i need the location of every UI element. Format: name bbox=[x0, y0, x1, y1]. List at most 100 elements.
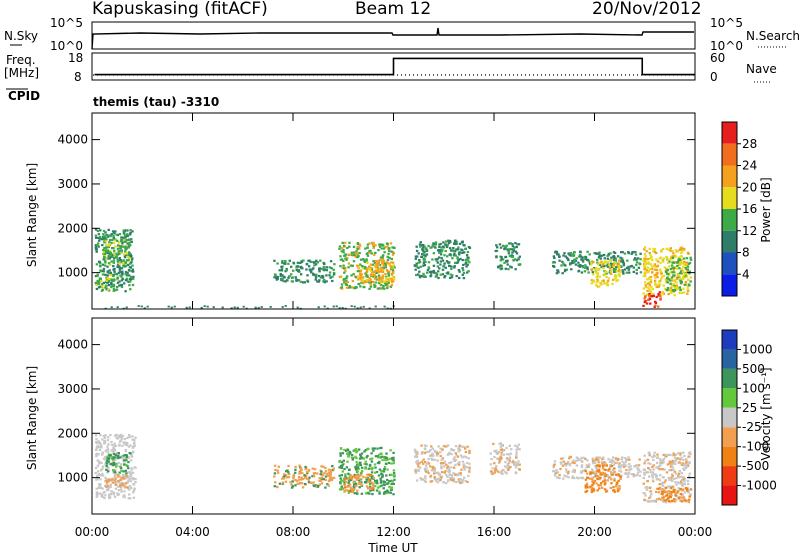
power-cell bbox=[685, 257, 689, 260]
power-cell bbox=[656, 264, 660, 267]
power-cell bbox=[338, 247, 341, 250]
velocity-cell bbox=[680, 456, 683, 459]
power-cell bbox=[356, 270, 360, 273]
power-ground-cell bbox=[383, 305, 386, 308]
cpid-text: themis (tau) -3310 bbox=[93, 95, 219, 109]
power-cell bbox=[373, 285, 376, 288]
velocity-cell bbox=[449, 466, 452, 469]
power-cell bbox=[643, 253, 646, 256]
velocity-cell bbox=[660, 492, 663, 495]
velocity-cell bbox=[661, 459, 664, 462]
velocity-cell bbox=[444, 470, 447, 473]
velocity-cell bbox=[685, 458, 688, 461]
velocity-cell bbox=[439, 478, 442, 481]
velocity-cell bbox=[298, 482, 302, 485]
power-cell bbox=[504, 245, 508, 248]
velocity-cell bbox=[679, 452, 682, 455]
nsky-panel: N.Sky 10^5 10^0 10^5 10^0 N.Search bbox=[4, 16, 800, 53]
velocity-cell bbox=[284, 480, 288, 483]
power-cell bbox=[558, 259, 561, 262]
power-cell bbox=[679, 270, 683, 273]
power-cell bbox=[670, 276, 674, 279]
velocity-cell bbox=[429, 480, 432, 483]
power-cell bbox=[114, 289, 117, 292]
velocity-cell bbox=[108, 457, 111, 460]
power-cell bbox=[443, 262, 446, 265]
velocity-cell bbox=[322, 465, 325, 468]
velocity-cell bbox=[287, 471, 290, 474]
power-cell bbox=[651, 271, 654, 274]
nsearch-tick-bottom: 10^0 bbox=[710, 39, 743, 53]
velocity-cell bbox=[435, 450, 439, 453]
velocity-cell bbox=[580, 456, 583, 459]
power-cell bbox=[570, 268, 573, 271]
power-cell bbox=[294, 276, 297, 279]
power-cell bbox=[380, 260, 384, 263]
velocity-cell bbox=[506, 468, 510, 472]
velocity-cell bbox=[114, 487, 118, 490]
power-cell bbox=[119, 274, 122, 277]
velocity-cell bbox=[500, 451, 503, 454]
velocity-cell bbox=[652, 458, 655, 462]
power-ground-cell bbox=[368, 307, 371, 310]
velocity-cell bbox=[414, 468, 417, 471]
velocity-cell bbox=[326, 483, 329, 486]
power-cell bbox=[96, 244, 99, 247]
velocity-cell bbox=[663, 481, 666, 484]
power-cell bbox=[384, 284, 388, 287]
velocity-colorbar-swatch bbox=[722, 330, 737, 350]
power-cell bbox=[660, 277, 663, 280]
velocity-cell bbox=[376, 461, 380, 465]
velocity-cell bbox=[423, 461, 427, 464]
velocity-cell bbox=[651, 476, 654, 479]
power-cell bbox=[441, 273, 445, 276]
velocity-cell bbox=[422, 458, 425, 461]
velocity-cell bbox=[422, 462, 425, 465]
velocity-cell bbox=[441, 457, 445, 460]
velocity-cell bbox=[125, 474, 129, 478]
power-cell bbox=[495, 255, 498, 258]
power-cell bbox=[120, 240, 123, 243]
power-cell bbox=[440, 246, 443, 249]
power-cell bbox=[415, 262, 418, 265]
velocity-cell bbox=[503, 465, 507, 468]
velocity-cell bbox=[123, 496, 126, 499]
velocity-colorbar-label: -100 bbox=[742, 440, 769, 454]
power-cell bbox=[660, 272, 663, 275]
velocity-cell bbox=[378, 462, 381, 465]
power-cell bbox=[498, 243, 502, 246]
velocity-cell bbox=[381, 476, 384, 479]
velocity-cell bbox=[340, 485, 343, 488]
power-colorbar-swatch bbox=[722, 274, 737, 296]
power-ground-cell bbox=[212, 306, 215, 308]
velocity-cell bbox=[678, 476, 681, 479]
velocity-cell bbox=[382, 487, 385, 490]
power-cell bbox=[679, 288, 682, 291]
power-cell bbox=[577, 269, 581, 272]
velocity-cell bbox=[339, 447, 343, 450]
power-cell bbox=[623, 268, 627, 271]
velocity-cell bbox=[593, 480, 597, 483]
power-cell bbox=[131, 257, 134, 260]
power-cell bbox=[465, 254, 469, 257]
velocity-cell bbox=[94, 466, 98, 470]
power-cell bbox=[131, 268, 134, 271]
velocity-cell bbox=[499, 455, 502, 459]
velocity-cell bbox=[552, 464, 556, 467]
velocity-cell bbox=[104, 450, 107, 453]
velocity-cell bbox=[674, 481, 677, 484]
power-cell bbox=[652, 292, 655, 296]
velocity-cell bbox=[114, 434, 117, 437]
velocity-cell bbox=[680, 500, 684, 503]
power-cell bbox=[125, 252, 128, 255]
velocity-cell bbox=[663, 468, 666, 471]
power-cell bbox=[676, 276, 679, 279]
power-cell bbox=[338, 275, 342, 278]
power-ground-cell bbox=[110, 306, 113, 309]
power-cell bbox=[314, 278, 317, 281]
power-cell bbox=[644, 275, 647, 278]
velocity-cell bbox=[437, 477, 441, 480]
power-cell bbox=[387, 281, 390, 284]
power-cell bbox=[101, 273, 105, 276]
velocity-cell bbox=[498, 460, 501, 463]
